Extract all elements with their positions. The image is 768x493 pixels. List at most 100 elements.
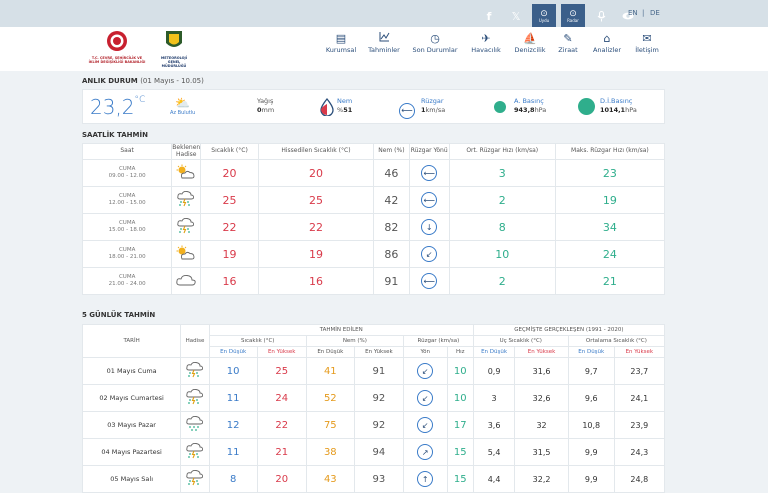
temp-cell: 20 [200,159,259,187]
col-maks-ruzgar: Maks. Rüzgar Hızı (km/sa) [554,143,666,160]
wind-direction-icon: ↙ [417,363,434,379]
max-wind-cell: 34 [554,213,666,241]
anlik-title: ANLIK DURUM (01 Mayıs - 10.05) [82,77,204,85]
eye-icon[interactable] [617,5,639,27]
nav-tahminler[interactable]: Tahminler [364,31,404,54]
nem-cell: 46 [373,159,410,187]
ortmin-cell: 9,9 [567,465,615,493]
anlik-title-text: ANLIK DURUM [82,77,138,85]
wind-cell: ⟵ [408,186,450,214]
ortmin-cell: 9,7 [567,357,615,385]
rain-thunder-icon [185,361,205,381]
ortmax-cell: 24,8 [613,465,666,493]
ortmin-cell: 9,6 [567,384,615,412]
hiz-cell: 10 [446,384,474,412]
tmax-cell: 20 [256,465,307,493]
partly-cloudy-icon: ⛅ [175,96,191,110]
radar-icon[interactable]: ⊙ Radar [561,4,585,28]
col-nem: Nem (%) [373,143,410,160]
nav-denizcilik[interactable]: ⛵ Denizcilik [510,31,550,54]
wind-direction-icon: ↙ [417,390,434,406]
hadise-cell [171,186,202,214]
rain-icon [185,415,205,435]
nmax-cell: 91 [353,357,404,385]
cloud-icon [175,274,197,290]
col-hadise: Beklenen Hadise [171,143,202,160]
h-nmax: En Yüksek [353,346,404,358]
pressure-circle-icon [494,101,506,113]
nav-label: Denizcilik [514,46,546,54]
facebook-icon[interactable]: f [486,9,492,23]
ortmax-cell: 23,7 [613,357,666,385]
col-hadise: Hadise [180,324,210,358]
daily-forecast-table: TARİH Hadise TAHMİN EDİLEN GEÇMİŞTE GERÇ… [81,324,666,493]
time-range: 18.00 - 21.00 [108,254,146,260]
mail-icon: ✉ [642,32,652,45]
table-row: CUMA 18.00 - 21.00 19 19 86 ↙ 10 24 [81,240,666,268]
hadise-cell [171,240,202,268]
x-icon[interactable]: 𝕏 [511,9,521,23]
max-wind-cell: 24 [554,240,666,268]
sub-nem: Nem (%) [305,335,404,347]
tmax-cell: 25 [256,357,307,385]
plane-icon: ✈ [481,32,491,45]
hadise-cell [171,267,202,295]
time-range: 09.00 - 12.00 [108,173,146,179]
col-saat: Saat [81,143,173,160]
abasinc-unit: hPa [534,105,547,114]
wind-cell: ↑ [402,465,448,493]
nav-son-durumlar[interactable]: ◷ Son Durumlar [410,31,460,54]
sub-sicaklik: Sıcaklık (°C) [208,335,307,347]
mic-icon[interactable] [590,5,612,27]
partly-cloudy-icon [175,245,197,264]
wind-direction-icon: ↙ [421,246,438,262]
lang-de[interactable]: DE [650,9,660,17]
nav-label: Havacılık [471,46,501,54]
ministry-emblem-icon [107,31,127,51]
mgm-logo[interactable]: METEOROLOJİ GENEL MÜDÜRLÜĞÜ [158,30,190,68]
nav-iletisim[interactable]: ✉ İletişim [630,31,664,54]
wind-direction-icon: ⟵ [421,273,438,289]
nav-kurumsal[interactable]: ▤ Kurumsal [321,31,361,54]
lang-en[interactable]: EN [628,9,638,17]
nav-label: Ziraat [558,46,578,54]
abasinc-value: 943,8 [514,105,535,114]
nav-havacilik[interactable]: ✈ Havacılık [466,31,506,54]
ortmax-cell: 24,3 [613,438,666,466]
tmin-cell: 8 [208,465,258,493]
avg-wind-cell: 2 [448,267,556,295]
date-cell: 03 Mayıs Pazar [81,411,182,439]
nmin-cell: 41 [305,357,355,385]
ucmax-cell: 32,6 [514,384,569,412]
day-label: CUMA [118,192,136,199]
rain-thunder-icon [176,190,196,210]
temp-value: 23,2 [90,95,135,119]
tmin-cell: 11 [208,438,258,466]
sub-ort: Ortalama Sıcaklık (°C) [567,335,666,347]
nem-metric: Nem %51 [337,97,352,115]
hadise-cell [171,159,202,187]
wind-direction-icon: ↙ [417,417,434,433]
wind-cell: ↙ [402,357,448,385]
nav-label: İletişim [635,46,659,54]
satellite-icon[interactable]: ⊙ Uydu [532,4,556,28]
dibasinc-metric: D.İ.Basınç 1014,1hPa [600,97,637,115]
nav-ziraat[interactable]: ✎ Ziraat [553,31,583,54]
wind-cell: ↗ [402,438,448,466]
current-condition: ⛅ Az Bulutlu [170,96,195,116]
ortmin-cell: 10,8 [567,411,615,439]
ministry-logo[interactable]: T.C. ÇEVRE, ŞEHİRCİLİK VE İKLİM DEĞİŞİKL… [86,30,148,64]
sub-ruzgar: Rüzgar (km/sa) [402,335,474,347]
feels-cell: 19 [257,240,375,268]
day-label: CUMA [118,246,136,253]
tmax-cell: 24 [256,384,307,412]
table-row: CUMA 09.00 - 12.00 20 20 46 ⟵ 3 23 [81,159,666,187]
col-tarih: TARİH [81,324,182,358]
table-row: 03 Mayıs Pazar 12 22 75 92 ↙ 17 3,6 32 10,8 23,9 [81,411,666,439]
radar-label: Radar [567,17,579,23]
nmin-cell: 43 [305,465,355,493]
leaf-icon: ✎ [563,32,573,45]
wind-direction-icon: ⟵ [399,98,415,119]
nav-analizler[interactable]: ⌂ Analizler [589,31,625,54]
hiz-cell: 15 [446,438,474,466]
